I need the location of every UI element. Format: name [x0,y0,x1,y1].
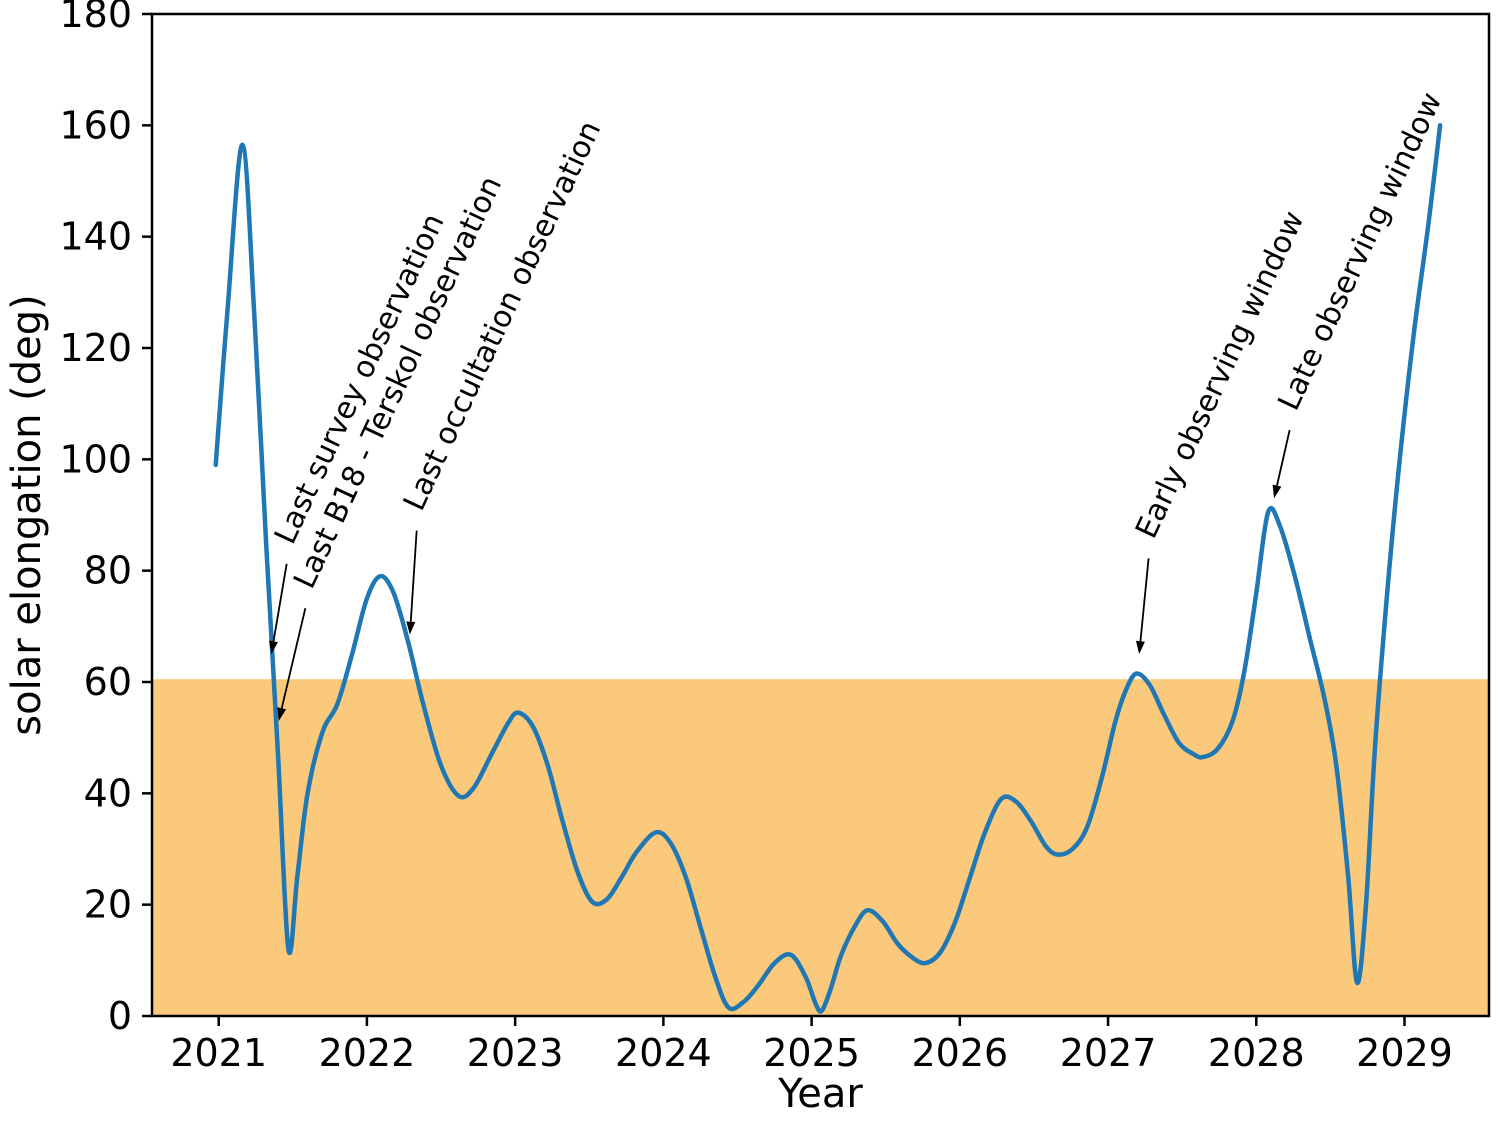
y-tick-label: 40 [84,771,132,815]
plot-area: 2021 2022 2023 2024 2025 2026 2027 2028 2029 0 20 4… [59,0,1491,1075]
y-tick-label: 100 [59,437,132,481]
x-tick-label: 2027 [1060,1031,1157,1075]
annotation: Late observing window [1271,87,1449,499]
elongation-curve [213,123,1443,1014]
annotation-arrow [272,563,288,642]
x-tick-label: 2028 [1208,1031,1305,1075]
x-axis-label: Year [777,1071,863,1117]
y-tick-label: 20 [84,883,132,927]
x-axis: 2021 2022 2023 2024 2025 2026 2027 2028 2029 [170,1016,1453,1075]
annotation: Early observing window [1129,206,1312,655]
y-tick-label: 120 [59,326,132,370]
y-axis: 0 20 40 60 80 100 120 140 160 180 [59,0,152,1038]
y-tick-label: 80 [84,549,132,593]
x-tick-label: 2025 [763,1031,860,1075]
annotation-arrowhead [406,621,416,635]
annotation-arrow [1276,429,1291,486]
x-tick-label: 2029 [1356,1031,1453,1075]
observability-band [152,679,1489,1016]
y-tick-label: 0 [108,994,132,1038]
y-tick-label: 140 [59,215,132,259]
annotation-arrowhead [269,640,278,655]
annotation-arrowhead [1272,484,1282,499]
annotation-arrow [409,530,418,622]
annotation-arrow [280,608,307,709]
x-tick-label: 2026 [911,1031,1008,1075]
x-tick-label: 2022 [319,1031,416,1075]
plot-border [150,12,1491,1018]
x-tick-label: 2024 [615,1031,712,1075]
y-tick-label: 60 [84,660,132,704]
annotation-arrowhead [277,707,287,721]
y-axis-label: solar elongation (deg) [4,294,50,735]
x-tick-label: 2023 [467,1031,564,1075]
y-tick-label: 160 [59,103,132,147]
annotation-arrowhead [1135,640,1145,655]
annotation-arrow [1139,558,1150,642]
x-tick-label: 2021 [170,1031,267,1075]
y-tick-label: 180 [59,0,132,36]
